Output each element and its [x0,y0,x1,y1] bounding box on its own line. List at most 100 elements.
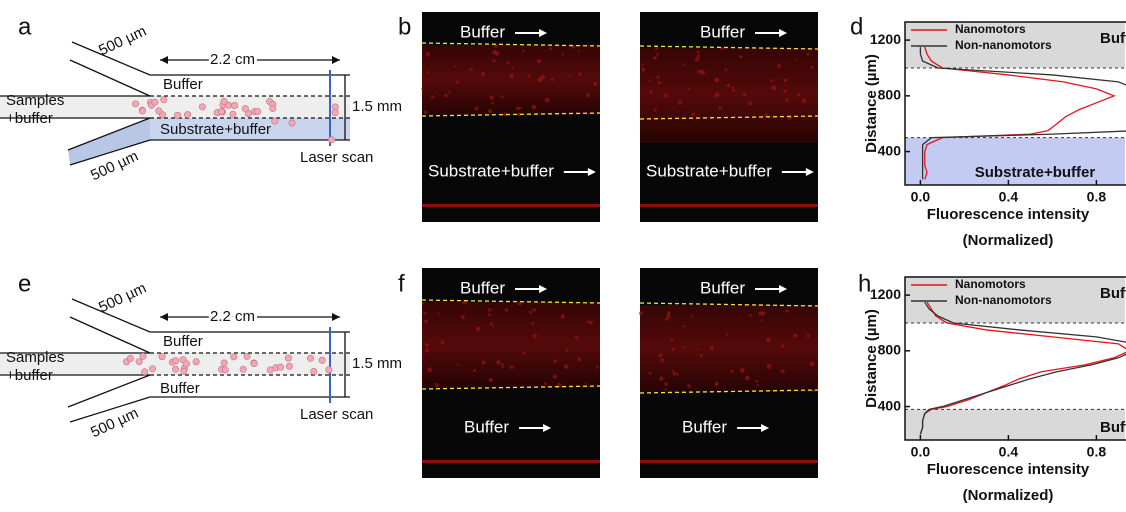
series-line [919,47,1126,180]
boundary-line [639,115,819,120]
particle [285,362,293,370]
speckle [577,72,582,76]
speckle [638,311,643,316]
speckle [809,361,815,367]
speckle [718,106,722,111]
particle [250,360,258,368]
particle [135,358,143,366]
image-label: Buffer [700,22,745,41]
label: 500 µm [96,23,149,60]
speckle [740,368,745,373]
speckle [577,357,582,362]
speckle [531,321,535,325]
speckle [641,63,644,67]
label: 1.5 mm [352,98,402,115]
fluorescence-band [422,302,600,388]
speckle [676,373,679,376]
series-line [924,46,1116,180]
particle [239,365,247,373]
particle [217,108,225,116]
speckle [696,50,700,54]
speckle [739,55,743,59]
label: Buffer [163,333,203,350]
speckle [641,67,646,72]
speckle [670,338,674,342]
speckle [683,345,686,349]
speckle [672,371,677,376]
particle [172,357,180,365]
speckle [649,90,653,94]
particle [328,136,336,144]
legend-label: Non-nanomotors [955,293,1052,307]
speckle [690,314,694,317]
y-axis-label: Distance (µm) [863,54,880,153]
particle [241,105,249,113]
speckle [448,91,451,94]
speckle [424,319,429,324]
speckle [677,100,683,105]
legend-label: Nanomotors [955,22,1026,36]
particle [225,101,233,109]
speckle [806,334,810,338]
speckle [593,81,598,86]
particle [184,111,192,119]
region-label: Substrate+buffer [975,164,1096,181]
speckle [785,309,789,313]
speckle [425,51,430,56]
speckle [553,359,557,363]
speckle [801,98,807,104]
label: Laser scan [300,149,373,166]
speckle [509,73,514,79]
speckle [656,52,660,56]
speckle [574,336,578,340]
speckle [489,95,494,100]
label: +buffer [6,367,53,384]
label: 2.2 cm [210,308,255,325]
particle [139,107,147,115]
image-label: Buffer [464,417,509,436]
speckle [812,389,816,392]
arrow [779,285,788,293]
particle [220,359,228,367]
speckle [506,60,510,65]
speckle [560,314,565,319]
speckle [492,59,496,63]
speckle [494,49,497,53]
speckle [426,70,430,74]
speckle [761,311,766,316]
speckle [780,369,785,374]
plot-frame [904,276,1126,441]
x-tick-label: 0.4 [999,189,1019,205]
x-axis-label: Fluorescence intensity [927,461,1090,478]
boundary-line [421,112,601,117]
speckle [489,322,493,325]
speckle [771,85,777,91]
speckle [806,52,810,56]
speckle [561,53,564,56]
particle [149,365,157,373]
speckle [427,367,433,373]
speckle [724,68,728,71]
legend-label: Nanomotors [955,277,1026,291]
particle [192,358,200,366]
speckle [521,49,525,53]
speckle [425,348,430,353]
speckle [755,379,759,383]
particle [269,104,277,112]
legend-label: Non-nanomotors [955,38,1052,52]
boundary-line [639,302,819,307]
speckle [700,69,706,75]
speckle [664,388,668,391]
speckle [487,109,493,114]
image-label: Buffer [460,278,505,297]
speckle [683,324,686,328]
speckle [544,97,550,103]
label: Samples [6,349,64,366]
particle [126,354,134,362]
speckle [474,106,479,111]
boundary-line [639,45,819,50]
speckle [568,74,571,77]
speckle [732,89,736,93]
speckle [766,363,772,369]
x-axis-label: (Normalized) [963,232,1054,249]
